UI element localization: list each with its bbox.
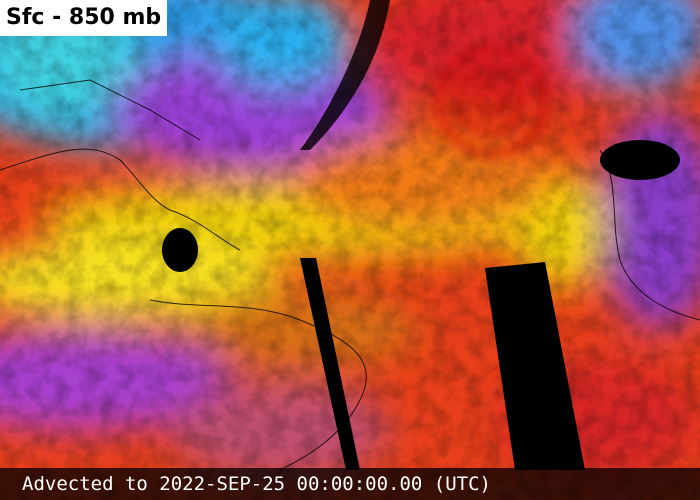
coastlines	[0, 79, 700, 471]
timestamp: Advected to 2022-SEP-25 00:00:00.00 (UTC…	[0, 468, 700, 500]
data-gaps	[162, 0, 680, 470]
level-label: Sfc - 850 mb	[0, 0, 168, 36]
cyclone-swirl	[437, 47, 547, 157]
